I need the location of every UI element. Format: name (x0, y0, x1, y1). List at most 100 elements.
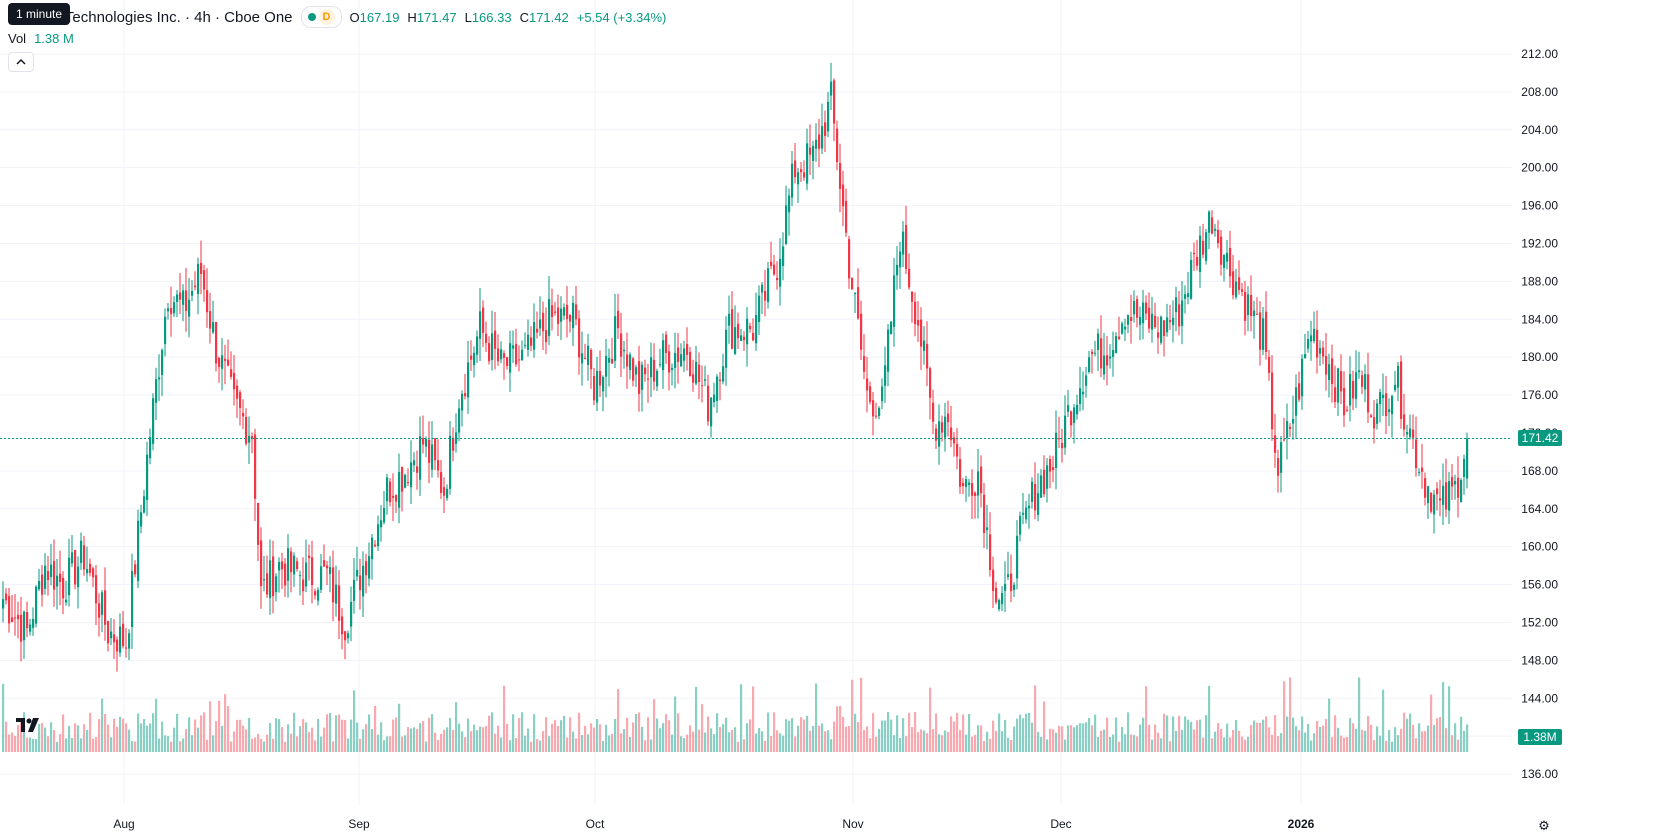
candle-body (908, 268, 911, 288)
candle-body (1466, 438, 1469, 479)
candle-body (740, 335, 743, 341)
volume-bar (83, 724, 86, 752)
candle-body (1145, 302, 1148, 314)
volume-bar (1397, 735, 1400, 752)
candle-body (1046, 465, 1049, 489)
candle-body (347, 633, 350, 639)
volume-bar (584, 725, 587, 752)
volume-bar (1343, 737, 1346, 752)
tradingview-logo-icon[interactable] (12, 712, 44, 738)
volume-bar (287, 724, 290, 752)
volume-bar (902, 718, 905, 752)
volume-bar (1139, 724, 1142, 752)
chart-settings-icon[interactable]: ⚙ (1538, 818, 1550, 833)
volume-bar (1463, 730, 1466, 752)
volume-bar (26, 737, 29, 752)
volume-label: Vol (8, 31, 27, 46)
time-axis[interactable]: Aug Sep Oct Nov Dec 2026 (113, 817, 1314, 831)
volume-bar (1301, 716, 1304, 752)
volume-bar (920, 729, 923, 752)
candle-body (404, 474, 407, 488)
symbol-legend[interactable]: r Technologies Inc. · 4h · Cboe One D O1… (8, 6, 666, 28)
last-volume-tag: 1.38M (1518, 729, 1562, 745)
price-axis[interactable]: 212.00 208.00 204.00 200.00 196.00 192.00 188.… (1512, 0, 1678, 835)
candle-body (1031, 481, 1034, 502)
volume-bar (233, 731, 236, 752)
candle-body (596, 370, 599, 403)
candle-body (560, 308, 563, 322)
candle-body (1121, 323, 1124, 334)
volume-bar (152, 713, 155, 752)
candle-body (266, 573, 269, 595)
volume-bar (530, 741, 533, 752)
market-status[interactable]: D (300, 6, 342, 28)
volume-bar (1451, 735, 1454, 752)
candle-body (350, 601, 353, 627)
candle-body (737, 323, 740, 339)
volume-bar (383, 740, 386, 752)
candle-body (1043, 469, 1046, 495)
volume-bar (803, 719, 806, 752)
candle-body (515, 343, 518, 365)
volume-bar (1007, 737, 1010, 752)
candle-body (263, 579, 266, 581)
volume-bar (1340, 735, 1343, 752)
candle-body (1025, 507, 1028, 520)
candle-body (971, 483, 974, 496)
candle-body (242, 413, 245, 417)
volume-bar (131, 740, 134, 752)
volume-bar (1298, 730, 1301, 752)
candle-body (83, 545, 86, 570)
volume-bar (359, 738, 362, 752)
volume-bar (722, 724, 725, 752)
volume-bar (1001, 731, 1004, 752)
volume-bar (110, 737, 113, 752)
volume-bar (29, 737, 32, 752)
volume-bar (698, 729, 701, 752)
symbol-title[interactable]: r Technologies Inc. · 4h · Cboe One (56, 8, 293, 26)
candle-body (437, 460, 440, 471)
volume-bar (1427, 725, 1430, 752)
candle-body (1310, 335, 1313, 342)
candle-body (1055, 432, 1058, 468)
candle-body (968, 482, 971, 486)
candle-body (704, 379, 707, 381)
candle-body (653, 359, 656, 382)
volume-bar (296, 736, 299, 752)
candle-body (194, 285, 197, 288)
candle-body (245, 416, 248, 444)
collapse-legend-button[interactable] (8, 52, 34, 72)
candle-body (422, 438, 425, 445)
candle-body (392, 495, 395, 498)
candle-body (671, 367, 674, 370)
candle-body (986, 527, 989, 531)
volume-bar (653, 699, 656, 752)
volume-bar (815, 683, 818, 752)
volume-bar (326, 714, 329, 752)
candle-body (17, 614, 20, 620)
volume-bar (812, 725, 815, 752)
volume-bar (1181, 729, 1184, 752)
volume-legend[interactable]: Vol 1.38 M (8, 31, 74, 46)
candle-body (296, 561, 299, 569)
volume-bar (500, 737, 503, 752)
candle-body (602, 377, 605, 392)
candle-body (995, 587, 998, 603)
volume-bar (1271, 734, 1274, 752)
volume-bar (77, 725, 80, 752)
volume-bar (1352, 723, 1355, 752)
volume-bar (755, 733, 758, 752)
candle-body (1421, 467, 1424, 472)
price-tick-label: 148.00 (1521, 653, 1558, 667)
volume-bar (275, 718, 278, 752)
volume-bar (572, 731, 575, 752)
volume-bar (977, 725, 980, 752)
candle-body (65, 599, 68, 603)
volume-bar (602, 741, 605, 752)
candle-body (785, 205, 788, 245)
candle-body (812, 145, 815, 161)
volume-bar (1421, 731, 1424, 752)
volume-bar (884, 720, 887, 752)
candle-body (842, 184, 845, 207)
